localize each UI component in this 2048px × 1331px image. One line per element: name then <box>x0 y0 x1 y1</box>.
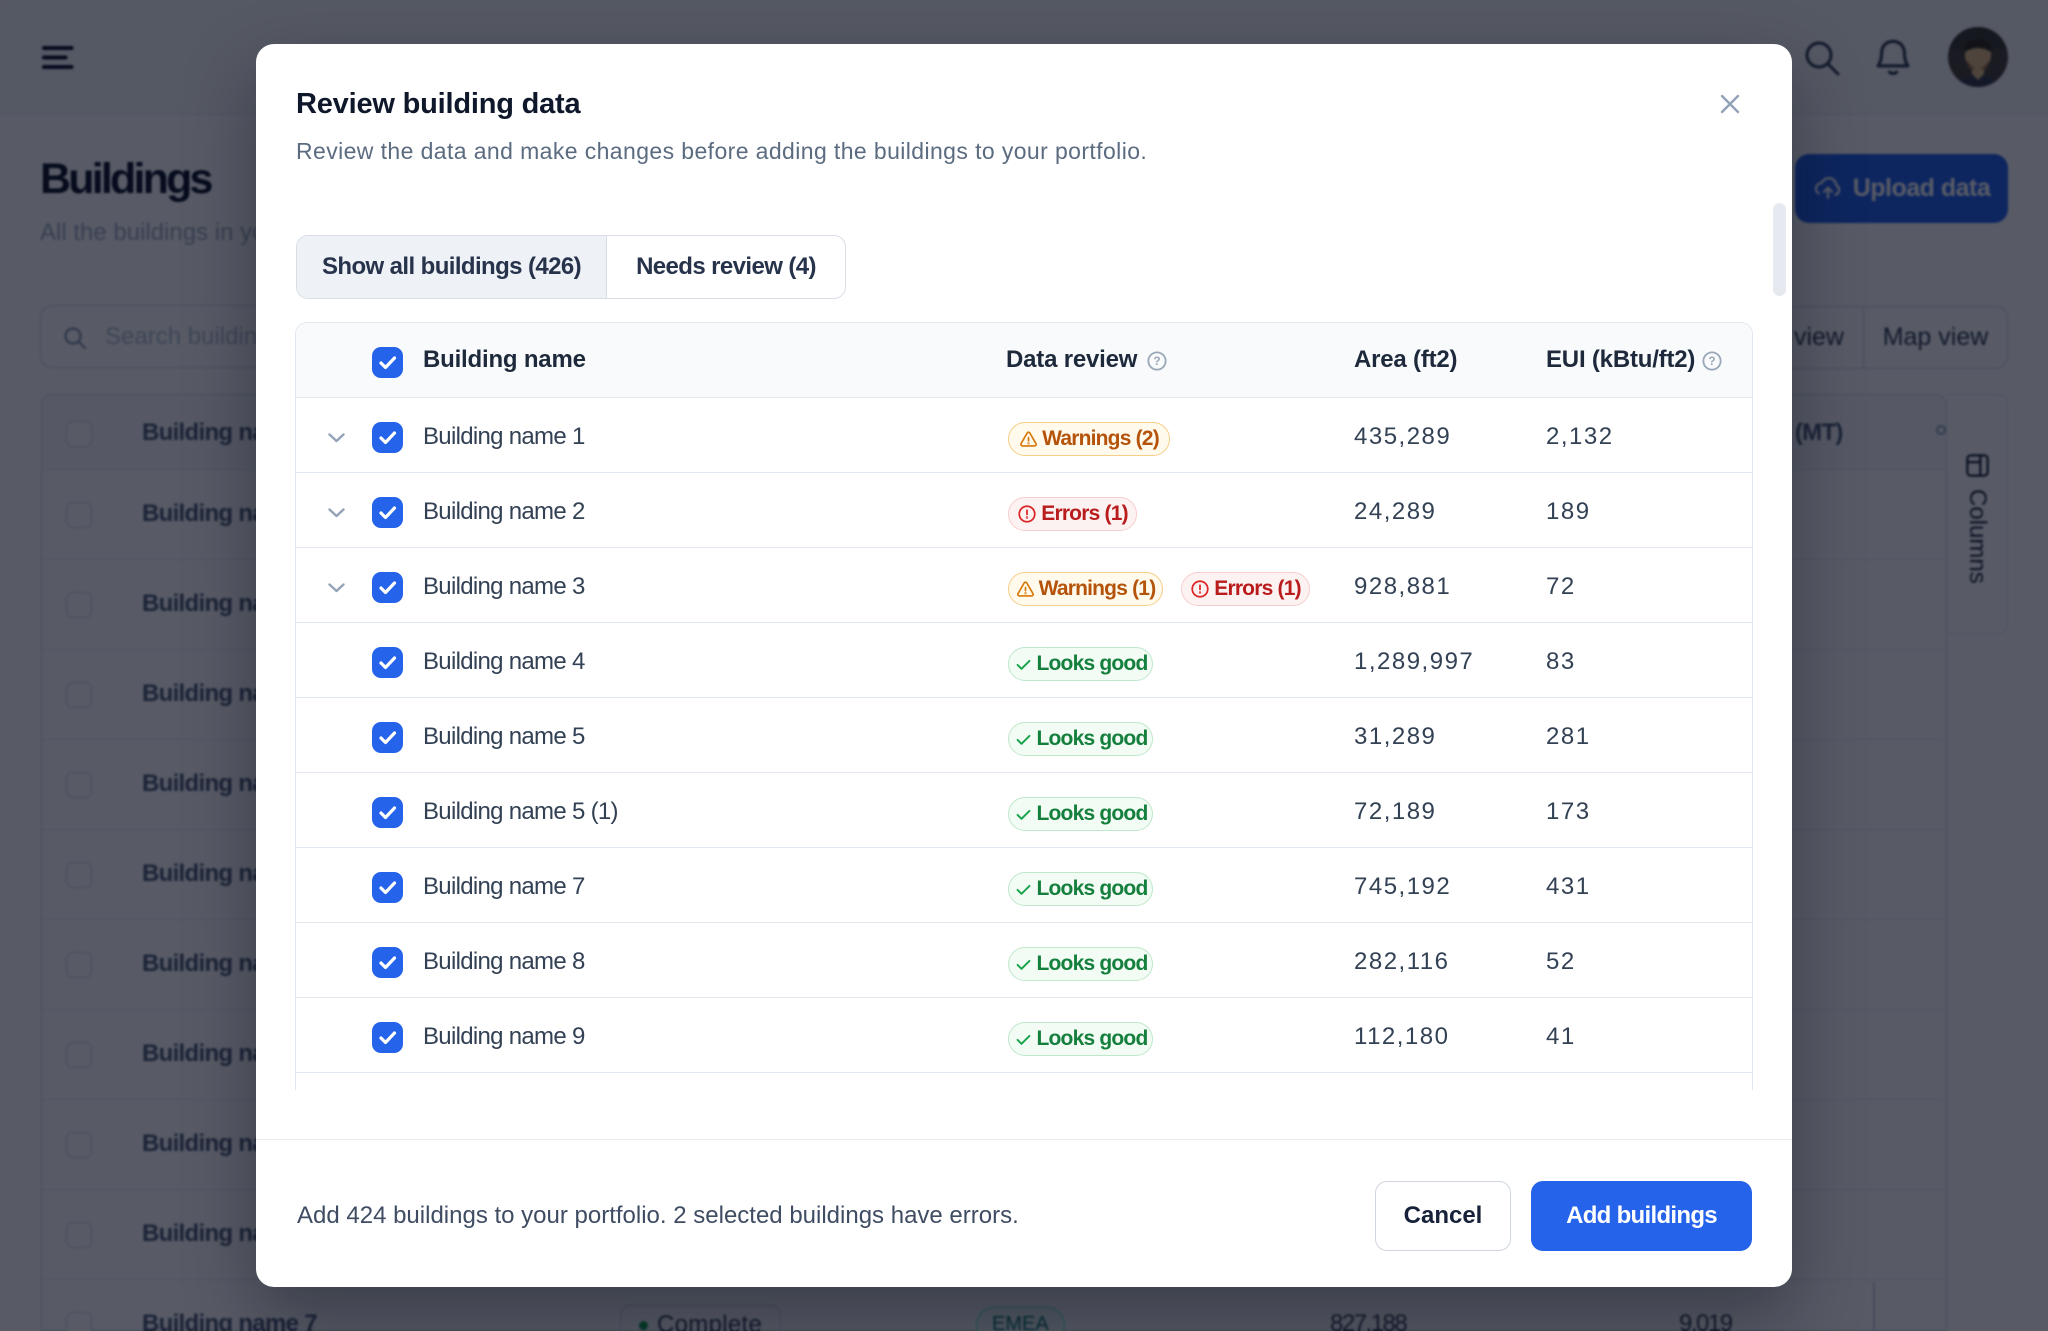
svg-text:?: ? <box>1708 354 1715 368</box>
svg-text:?: ? <box>1153 354 1160 368</box>
